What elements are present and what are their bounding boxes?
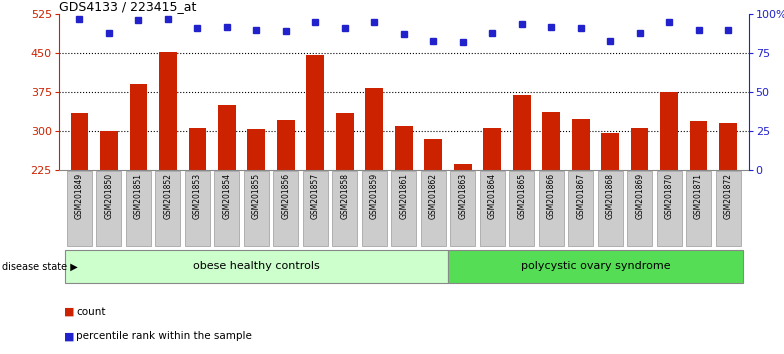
FancyBboxPatch shape bbox=[656, 171, 681, 246]
Bar bbox=[513, 95, 531, 170]
FancyBboxPatch shape bbox=[244, 171, 269, 246]
Text: GDS4133 / 223415_at: GDS4133 / 223415_at bbox=[59, 0, 196, 13]
Text: count: count bbox=[76, 307, 106, 316]
Text: GSM201870: GSM201870 bbox=[665, 173, 673, 219]
Bar bbox=[601, 132, 619, 170]
Bar bbox=[307, 55, 324, 170]
Text: percentile rank within the sample: percentile rank within the sample bbox=[76, 331, 252, 341]
Bar bbox=[395, 126, 412, 170]
Bar bbox=[218, 105, 236, 170]
FancyBboxPatch shape bbox=[65, 250, 448, 283]
Bar bbox=[631, 129, 648, 170]
Bar bbox=[336, 113, 354, 170]
Text: GSM201853: GSM201853 bbox=[193, 173, 201, 219]
Bar bbox=[484, 129, 501, 170]
Text: GSM201850: GSM201850 bbox=[104, 173, 114, 219]
Bar bbox=[100, 131, 118, 170]
Bar bbox=[159, 52, 176, 170]
FancyBboxPatch shape bbox=[509, 171, 534, 246]
Text: ■: ■ bbox=[64, 307, 74, 316]
Text: GSM201857: GSM201857 bbox=[310, 173, 320, 219]
Bar bbox=[719, 123, 737, 170]
FancyBboxPatch shape bbox=[597, 171, 622, 246]
FancyBboxPatch shape bbox=[155, 171, 180, 246]
FancyBboxPatch shape bbox=[539, 171, 564, 246]
FancyBboxPatch shape bbox=[214, 171, 239, 246]
FancyBboxPatch shape bbox=[96, 171, 122, 246]
Text: GSM201862: GSM201862 bbox=[429, 173, 437, 219]
Text: GSM201852: GSM201852 bbox=[163, 173, 172, 219]
Bar bbox=[365, 88, 383, 170]
Text: GSM201861: GSM201861 bbox=[399, 173, 408, 219]
Bar bbox=[277, 120, 295, 170]
Bar bbox=[454, 164, 471, 170]
FancyBboxPatch shape bbox=[627, 171, 652, 246]
FancyBboxPatch shape bbox=[332, 171, 358, 246]
Text: GSM201864: GSM201864 bbox=[488, 173, 497, 219]
Text: disease state ▶: disease state ▶ bbox=[2, 261, 78, 272]
Text: GSM201872: GSM201872 bbox=[724, 173, 732, 219]
Bar bbox=[572, 119, 590, 170]
FancyBboxPatch shape bbox=[568, 171, 593, 246]
Text: GSM201849: GSM201849 bbox=[75, 173, 84, 219]
FancyBboxPatch shape bbox=[716, 171, 741, 246]
Text: GSM201865: GSM201865 bbox=[517, 173, 526, 219]
FancyBboxPatch shape bbox=[67, 171, 92, 246]
FancyBboxPatch shape bbox=[274, 171, 299, 246]
Text: GSM201855: GSM201855 bbox=[252, 173, 261, 219]
Text: ■: ■ bbox=[64, 331, 74, 341]
FancyBboxPatch shape bbox=[421, 171, 446, 246]
Bar bbox=[690, 121, 707, 170]
FancyBboxPatch shape bbox=[391, 171, 416, 246]
Text: GSM201859: GSM201859 bbox=[370, 173, 379, 219]
Text: GSM201868: GSM201868 bbox=[606, 173, 615, 219]
Text: GSM201867: GSM201867 bbox=[576, 173, 585, 219]
Bar bbox=[660, 92, 678, 170]
FancyBboxPatch shape bbox=[185, 171, 210, 246]
Text: GSM201851: GSM201851 bbox=[134, 173, 143, 219]
Bar bbox=[129, 84, 147, 170]
FancyBboxPatch shape bbox=[126, 171, 151, 246]
Text: GSM201856: GSM201856 bbox=[281, 173, 290, 219]
Bar bbox=[188, 129, 206, 170]
Text: GSM201869: GSM201869 bbox=[635, 173, 644, 219]
Text: GSM201863: GSM201863 bbox=[458, 173, 467, 219]
FancyBboxPatch shape bbox=[448, 250, 742, 283]
Bar bbox=[248, 130, 265, 170]
FancyBboxPatch shape bbox=[361, 171, 387, 246]
FancyBboxPatch shape bbox=[686, 171, 711, 246]
Bar bbox=[424, 139, 442, 170]
FancyBboxPatch shape bbox=[303, 171, 328, 246]
Text: GSM201854: GSM201854 bbox=[223, 173, 231, 219]
FancyBboxPatch shape bbox=[480, 171, 505, 246]
Text: obese healthy controls: obese healthy controls bbox=[193, 261, 320, 272]
Text: polycystic ovary syndrome: polycystic ovary syndrome bbox=[521, 261, 670, 272]
Bar bbox=[543, 112, 560, 170]
FancyBboxPatch shape bbox=[450, 171, 475, 246]
Bar bbox=[71, 113, 89, 170]
Text: GSM201858: GSM201858 bbox=[340, 173, 350, 219]
Text: GSM201866: GSM201866 bbox=[546, 173, 556, 219]
Text: GSM201871: GSM201871 bbox=[694, 173, 703, 219]
